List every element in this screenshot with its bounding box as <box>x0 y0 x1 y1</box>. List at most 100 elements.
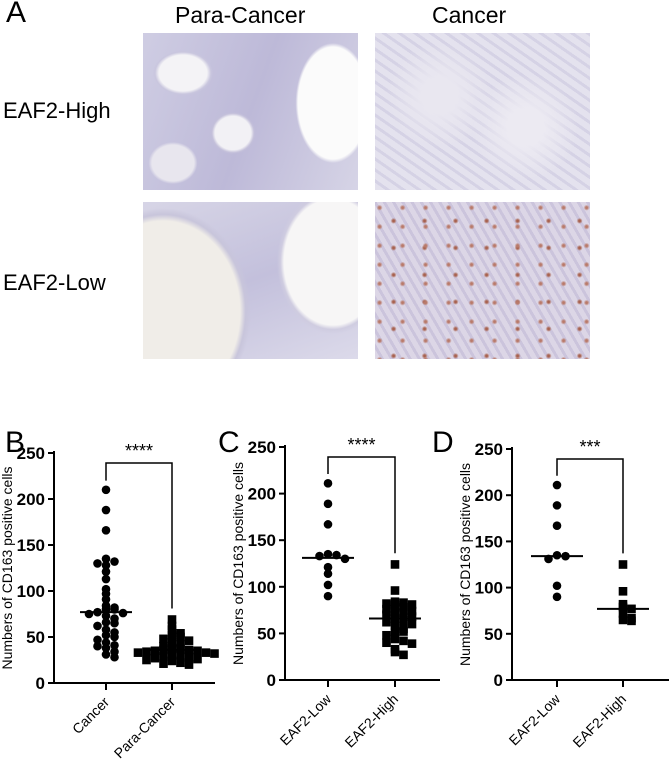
y-tick-label: 150 <box>248 531 276 550</box>
y-tick-label: 200 <box>17 490 45 509</box>
data-point-circle <box>552 501 562 510</box>
data-point-circle <box>101 611 111 621</box>
data-point-square <box>150 653 160 663</box>
significance-label: *** <box>579 437 600 457</box>
data-point-circle <box>101 525 111 535</box>
column-header-para-cancer: Para-Cancer <box>175 2 306 28</box>
y-tick-label: 200 <box>248 485 276 504</box>
significance-bracket <box>105 462 173 609</box>
y-tick-label: 250 <box>248 438 276 457</box>
data-point-square <box>184 652 194 662</box>
data-point-square <box>133 648 143 657</box>
y-axis-label: Numbers of CD163 positive cells <box>230 462 246 665</box>
data-point-square <box>210 649 219 658</box>
data-point-square <box>399 636 408 646</box>
data-point-circle <box>84 609 94 619</box>
data-point-square <box>399 650 408 660</box>
y-tick-label: 200 <box>475 486 503 505</box>
data-point-square <box>382 638 391 648</box>
histology-cancer-eaf2-high <box>375 33 590 190</box>
data-point-square <box>167 625 177 634</box>
row-label-eaf2-low: EAF2-Low <box>3 270 106 295</box>
data-point-circle <box>101 574 111 584</box>
data-point-square <box>159 652 168 661</box>
data-point-circle <box>93 621 102 631</box>
data-point-circle <box>101 650 111 659</box>
panel-letter: D <box>432 426 454 459</box>
data-point-square <box>618 602 628 612</box>
data-point-circle <box>101 554 111 564</box>
data-point-square <box>159 634 168 644</box>
y-tick-label: 150 <box>17 536 45 555</box>
x-tick-label: EAF2-High <box>341 691 401 751</box>
data-point-circle <box>110 618 119 628</box>
data-point-circle <box>110 632 119 642</box>
data-point-circle <box>552 480 562 490</box>
data-point-circle <box>323 569 333 579</box>
y-axis-label: Numbers of CD163 positive cells <box>0 466 15 669</box>
data-point-square <box>618 609 628 618</box>
data-point-circle <box>101 617 111 627</box>
data-point-circle <box>110 652 119 662</box>
data-point-square <box>390 607 400 617</box>
data-point-circle <box>323 549 333 559</box>
data-point-circle <box>323 562 333 572</box>
data-point-square <box>407 612 417 621</box>
y-tick-label: 100 <box>475 579 503 598</box>
x-tick-label: Cancer <box>69 694 112 737</box>
data-point-circle <box>315 551 324 561</box>
data-point-circle <box>101 594 111 604</box>
data-point-square <box>201 648 211 657</box>
data-point-square <box>390 601 400 610</box>
panel-a-letter: A <box>6 0 27 29</box>
y-tick-label: 100 <box>248 578 276 597</box>
data-point-square <box>167 650 177 659</box>
data-point-circle <box>323 520 333 529</box>
data-point-square <box>167 638 177 647</box>
y-tick-label: 100 <box>17 582 45 601</box>
x-tick-label: Para-Cancer <box>111 694 179 762</box>
data-point-square <box>382 604 391 614</box>
data-point-circle <box>93 559 102 568</box>
data-point-square <box>407 600 417 609</box>
data-point-square <box>382 617 391 627</box>
data-point-square <box>618 615 628 625</box>
y-tick-label: 0 <box>267 671 276 690</box>
y-tick-label: 250 <box>17 444 45 463</box>
data-point-circle <box>101 630 111 640</box>
significance-label: **** <box>347 435 375 455</box>
data-point-square <box>142 647 151 657</box>
data-point-circle <box>323 580 333 590</box>
histology-para-cancer-eaf2-low <box>143 202 358 359</box>
data-point-square <box>390 621 400 631</box>
data-point-circle <box>101 505 111 515</box>
histology-para-cancer-eaf2-high <box>143 33 358 190</box>
data-point-square <box>184 660 194 669</box>
data-point-circle <box>552 521 562 530</box>
data-point-circle <box>101 560 111 570</box>
data-point-square <box>390 627 400 636</box>
y-tick-label: 50 <box>257 624 276 643</box>
data-point-circle <box>101 485 111 495</box>
y-axis-label: Numbers of CD163 positive cells <box>457 463 473 666</box>
x-tick-label: EAF2-High <box>569 691 629 751</box>
data-point-square <box>167 656 177 666</box>
data-point-square <box>407 619 417 629</box>
row-label-eaf2-high: EAF2-High <box>3 98 111 123</box>
significance-bracket <box>556 458 624 554</box>
data-point-square <box>184 636 194 645</box>
data-point-square <box>193 654 202 664</box>
data-point-square <box>390 634 400 644</box>
panel-letter: B <box>5 426 25 459</box>
data-point-square <box>176 640 185 649</box>
data-point-square <box>176 632 185 642</box>
data-point-square <box>618 586 628 596</box>
data-point-square <box>159 659 168 668</box>
data-point-square <box>382 599 391 608</box>
data-point-circle <box>552 581 562 591</box>
data-point-circle <box>552 592 562 602</box>
significance-label: **** <box>125 441 153 461</box>
data-point-square <box>176 658 185 668</box>
data-point-square <box>399 603 408 612</box>
data-point-square <box>382 630 391 640</box>
